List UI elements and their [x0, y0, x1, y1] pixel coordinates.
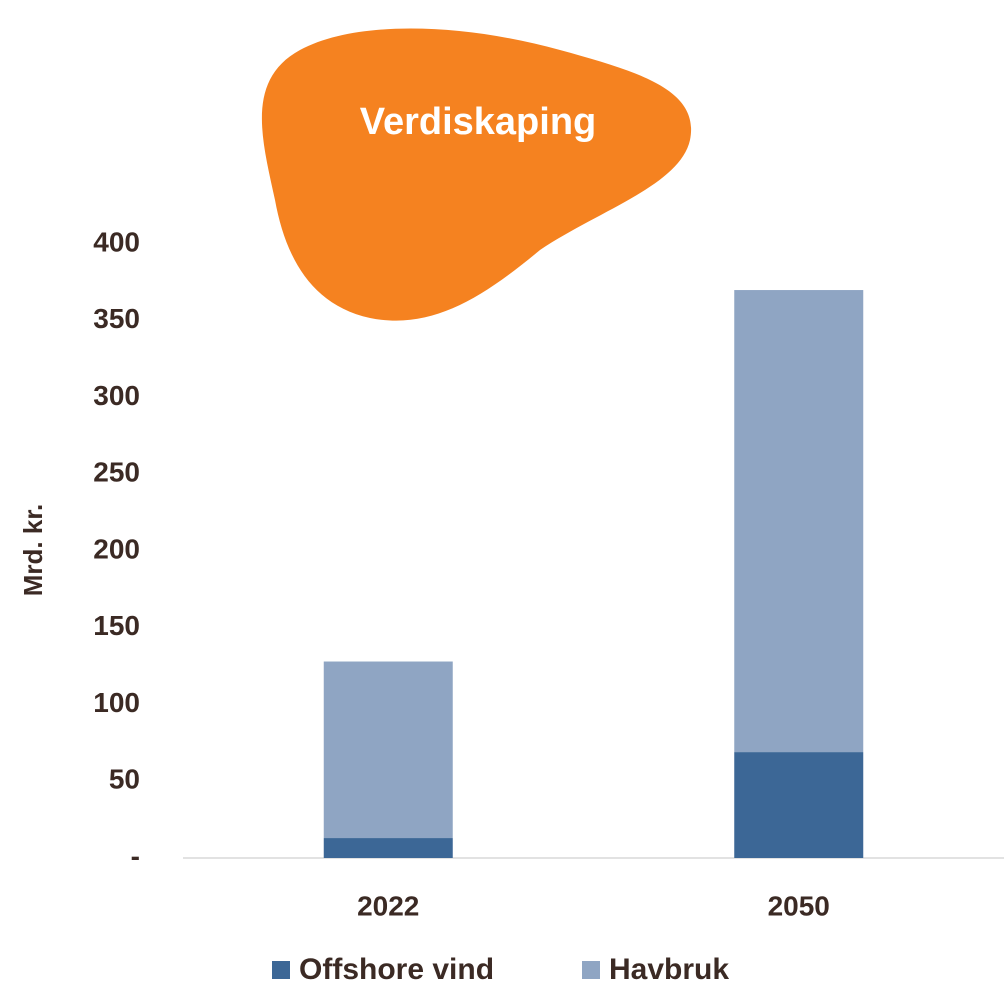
x-tick-label: 2022: [357, 890, 419, 921]
y-tick-label: 300: [93, 380, 140, 411]
title-blob: [261, 28, 692, 321]
bar-segment: [323, 661, 453, 839]
y-tick-label: 400: [93, 226, 140, 257]
y-tick-label: 200: [93, 533, 140, 564]
y-axis-label: Mrd. kr.: [18, 504, 48, 596]
y-tick-label: 250: [93, 457, 140, 488]
legend-swatch: [272, 961, 290, 979]
legend-label: Offshore vind: [299, 953, 494, 986]
bar-segment: [734, 752, 864, 858]
bar-segment: [734, 290, 864, 753]
x-tick-label: 2050: [768, 890, 830, 921]
bar-segment: [323, 838, 453, 858]
legend-swatch: [582, 961, 600, 979]
y-tick-label: 100: [93, 687, 140, 718]
chart-title: Verdiskaping: [360, 101, 597, 143]
y-tick-label: 150: [93, 610, 140, 641]
y-tick-label: 50: [109, 764, 140, 795]
y-tick-label: -: [131, 840, 140, 871]
legend-label: Havbruk: [609, 953, 729, 986]
y-tick-label: 350: [93, 303, 140, 334]
